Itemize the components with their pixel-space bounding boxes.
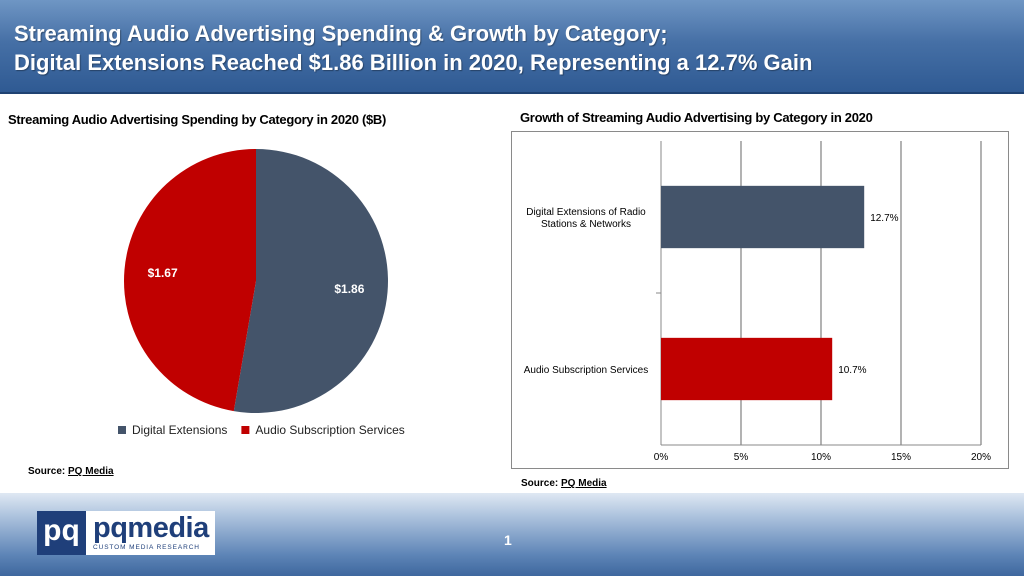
pqmedia-logo: pq pqmedia CUSTOM MEDIA RESEARCH [37, 511, 215, 555]
logo-tagline: CUSTOM MEDIA RESEARCH [93, 544, 200, 551]
category-label-0-1: Stations & Networks [541, 219, 631, 230]
bar-source: Source: PQ Media [521, 478, 607, 489]
pie-data-label-1: $1.67 [148, 266, 178, 280]
category-label-0-0: Digital Extensions of Radio [526, 207, 646, 218]
source-prefix: Source: [28, 466, 69, 477]
source-prefix: Source: [521, 478, 562, 489]
logo-name: pqmedia [93, 512, 209, 544]
x-tick-label-2: 10% [811, 452, 831, 463]
pie-source: Source: PQ Media [28, 466, 114, 477]
pie-slice-0 [233, 149, 388, 413]
source-link[interactable]: PQ Media [561, 478, 607, 489]
bar-0 [661, 185, 865, 249]
legend-swatch-1 [241, 426, 250, 434]
pie-data-label-0: $1.86 [334, 282, 364, 296]
legend-swatch-0 [118, 426, 126, 434]
title-banner: Streaming Audio Advertising Spending & G… [0, 0, 1024, 94]
pie-chart-title: Streaming Audio Advertising Spending by … [8, 112, 387, 127]
x-tick-label-4: 20% [971, 452, 991, 463]
bar-value-label-1: 10.7% [838, 365, 866, 376]
bar-chart-title: Growth of Streaming Audio Advertising by… [520, 110, 873, 125]
x-tick-label-0: 0% [654, 452, 669, 463]
bar-chart-frame [511, 131, 1009, 469]
x-tick-label-1: 5% [734, 452, 749, 463]
bar-1 [661, 337, 833, 401]
page-number: 1 [504, 532, 512, 548]
source-link[interactable]: PQ Media [68, 466, 114, 477]
pie-chart: $1.86 $1.67 Digital Extensions Audio Subscr… [118, 149, 405, 437]
pie-slice-1 [123, 149, 256, 412]
category-label-1-0: Audio Subscription Services [524, 365, 649, 376]
bar-chart: 0% 5% 10% 15% 20% 12.7% Digital Extensions of … [524, 141, 991, 463]
legend-label-0: Digital Extensions [132, 423, 227, 437]
bar-value-label-0: 12.7% [870, 213, 898, 224]
logo-mark: pq [37, 511, 86, 555]
legend-label-1: Audio Subscription Services [255, 423, 404, 437]
slide-title-line-1: Streaming Audio Advertising Spending & G… [14, 21, 668, 46]
slide-title-line-2: Digital Extensions Reached $1.86 Billion… [14, 50, 813, 75]
x-tick-label-3: 15% [891, 452, 911, 463]
